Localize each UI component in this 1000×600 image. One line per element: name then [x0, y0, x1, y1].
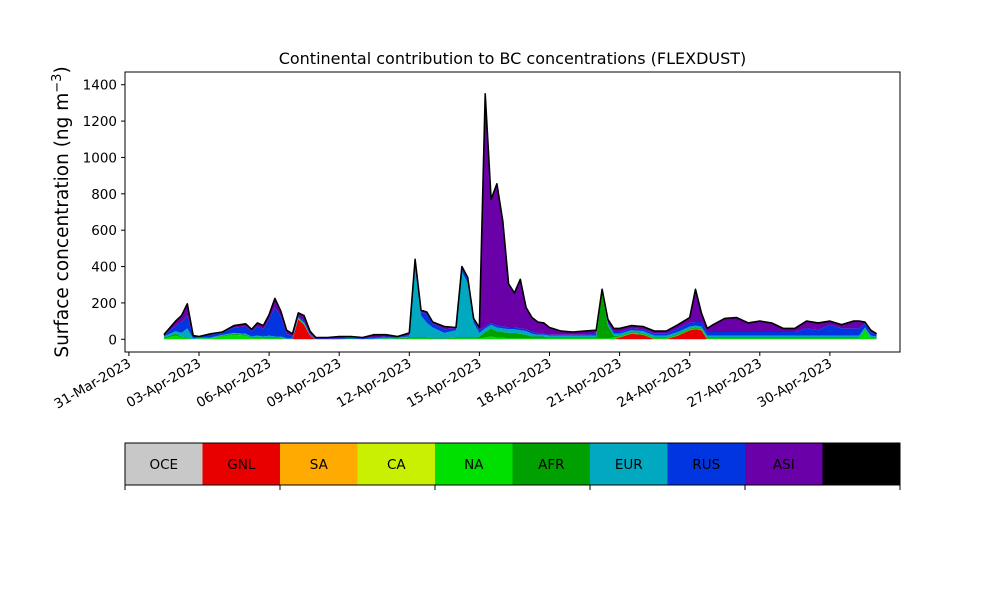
y-tick-label: 1000	[83, 150, 117, 166]
y-tick-label: 1400	[83, 78, 117, 94]
stacked-areas	[163, 93, 877, 340]
region-legend: OCE GNL SA CA NA AFR EUR RUS ASI AUS	[124, 442, 901, 490]
plot-area-frame	[124, 71, 901, 353]
area-rus	[163, 261, 877, 340]
area-asi	[163, 93, 877, 339]
x-tick-label: 15-Apr-2023	[404, 356, 484, 412]
legend-swatch-na	[435, 443, 513, 485]
legend-label-aus: AUS	[847, 457, 875, 473]
legend-swatch-ca	[357, 443, 436, 485]
y-tick-label: 1200	[83, 114, 117, 130]
legend-label-eur: EUR	[615, 457, 643, 473]
x-tick-label: 21-Apr-2023	[544, 356, 624, 412]
legend-swatch-asi	[745, 443, 823, 485]
y-tick-label: 0	[108, 332, 117, 348]
legend-label-na: NA	[464, 457, 484, 473]
x-tick-label: 06-Apr-2023	[194, 356, 274, 412]
area-afr	[163, 292, 877, 340]
legend-swatch-gnl	[202, 443, 281, 485]
legend-label-sa: SA	[310, 457, 329, 473]
x-tick-label: 09-Apr-2023	[264, 356, 344, 412]
x-tick-label: 27-Apr-2023	[685, 356, 765, 412]
legend-swatch-aus	[822, 443, 901, 485]
x-tick-label: 31-Mar-2023	[52, 356, 134, 413]
legend-swatch-afr	[512, 443, 591, 485]
legend-label-rus: RUS	[692, 457, 720, 473]
x-tick-label: 12-Apr-2023	[334, 356, 414, 412]
y-axis: 0 200 400 600 800 1000 1200 1400	[83, 78, 125, 348]
x-tick-label: 03-Apr-2023	[124, 356, 204, 412]
y-tick-label: 800	[91, 187, 117, 203]
legend-frame	[124, 442, 901, 486]
legend-swatch-rus	[667, 443, 746, 485]
y-tick-label: 400	[91, 260, 117, 276]
legend-swatch-oce	[125, 443, 203, 485]
legend-label-ca: CA	[387, 457, 406, 473]
y-tick-label: 600	[91, 223, 117, 239]
area-gnl	[163, 319, 877, 340]
x-tick-label: 24-Apr-2023	[614, 356, 694, 412]
legend-label-afr: AFR	[538, 457, 564, 473]
legend-swatch-sa	[280, 443, 358, 485]
x-axis: 31-Mar-202303-Apr-202306-Apr-202309-Apr-…	[52, 352, 835, 412]
x-tick-label: 18-Apr-2023	[474, 356, 554, 412]
y-axis-label: Surface concentration (ng m−3)	[50, 66, 73, 357]
legend-label-gnl: GNL	[227, 457, 256, 473]
chart-title: Continental contribution to BC concentra…	[279, 49, 747, 68]
total-concentration-line	[163, 93, 878, 339]
legend-label-oce: OCE	[150, 457, 179, 473]
legend-swatch-eur	[590, 443, 668, 485]
x-tick-label: 30-Apr-2023	[755, 356, 835, 412]
legend-label-asi: ASI	[773, 457, 795, 473]
area-na	[163, 318, 877, 340]
y-tick-label: 200	[91, 296, 117, 312]
